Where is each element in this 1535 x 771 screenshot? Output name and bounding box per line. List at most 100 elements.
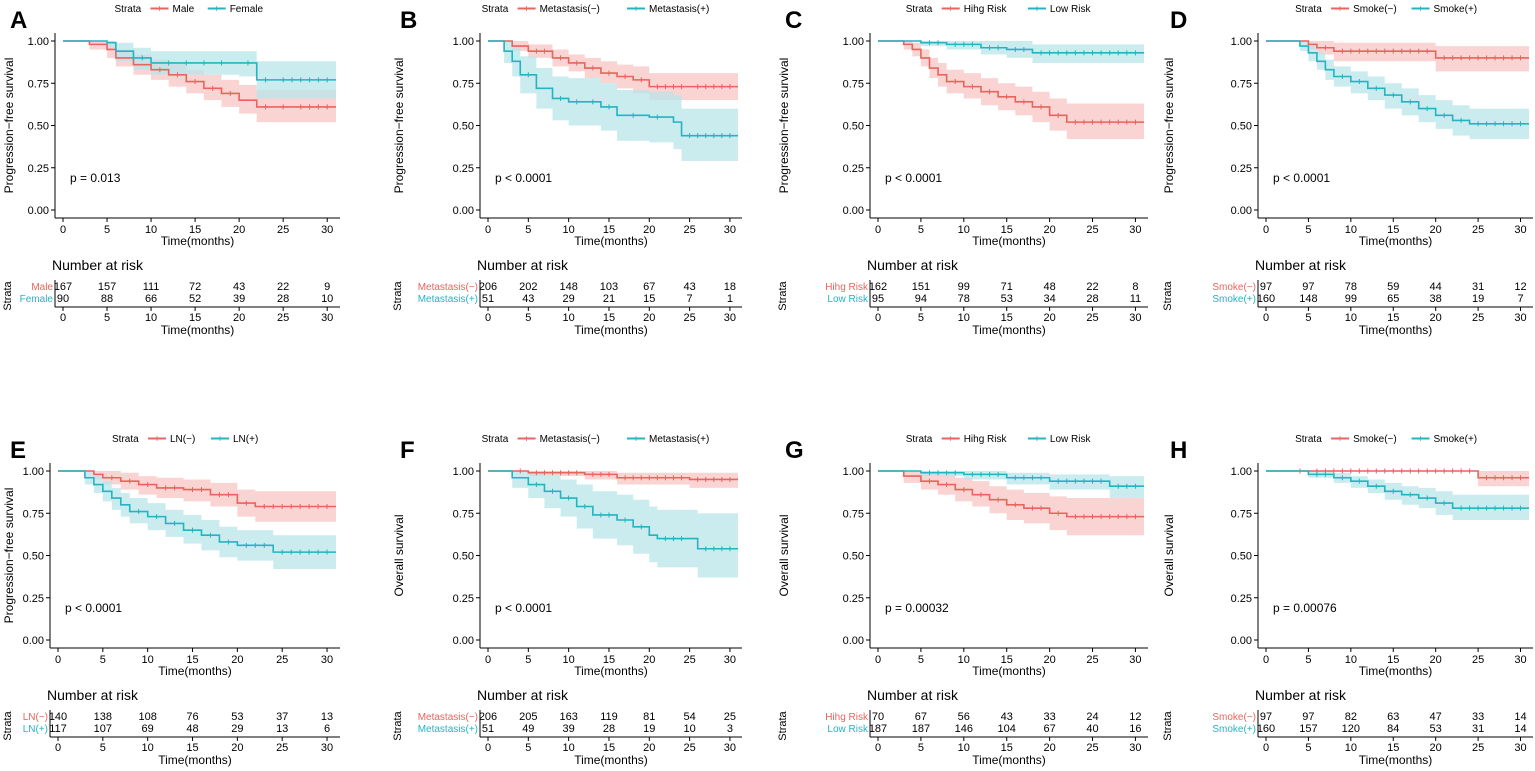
risk-value: 29	[563, 293, 575, 305]
panel-e: E Strata + LN(−) + LN(+) 0.00 0.25 0.50 0.75 1.00 0…	[2, 434, 340, 767]
censor-mark	[1475, 55, 1481, 61]
x-axis-label: Time(months)	[1359, 664, 1433, 678]
censor-mark	[1115, 119, 1121, 125]
censor-mark	[719, 133, 725, 139]
risk-x-tick-label: 0	[1263, 742, 1269, 754]
x-tick-label: 30	[1129, 654, 1141, 666]
legend: Strata + Metastasis(−) + Metastasis(+)	[482, 4, 710, 15]
risk-x-tick-label: 5	[100, 742, 106, 754]
censor-mark	[1484, 121, 1490, 127]
censor-mark	[727, 133, 733, 139]
risk-value: 99	[1345, 293, 1357, 305]
y-tick-label: 0.50	[453, 551, 474, 563]
x-tick-label: 5	[1305, 654, 1311, 666]
risk-table: Number at risk Hihg Risk 70 67 56 43 33 24 12 Low…	[777, 687, 1148, 767]
risk-x-tick-label: 10	[142, 742, 154, 754]
legend: Strata + Male + Female	[115, 4, 264, 15]
x-tick-label: 20	[643, 224, 655, 236]
censor-mark	[558, 95, 564, 101]
censor-mark	[566, 470, 572, 476]
censor-mark	[952, 470, 958, 476]
survival-line-2	[488, 40, 738, 137]
risk-value: 16	[1129, 723, 1141, 735]
x-tick-label: 20	[233, 224, 245, 236]
censor-mark	[670, 536, 676, 542]
risk-value: 72	[189, 281, 201, 293]
censor-mark	[207, 532, 213, 538]
risk-value: 78	[958, 293, 970, 305]
censor-mark	[1038, 50, 1044, 56]
risk-value: 10	[321, 293, 333, 305]
risk-value: 3	[727, 723, 733, 735]
censor-mark	[1484, 505, 1490, 511]
risk-x-tick-label: 30	[1129, 742, 1141, 754]
censor-mark	[679, 536, 685, 542]
x-tick-label: 10	[563, 224, 575, 236]
risk-value: 28	[603, 723, 615, 735]
y-tick-label: 0.50	[28, 121, 49, 133]
x-axis-label: Time(months)	[574, 664, 648, 678]
survival-line-2	[488, 470, 738, 550]
legend-key-plus: +	[217, 434, 223, 445]
y-tick-label: 1.00	[843, 36, 864, 48]
risk-value: 97	[1302, 281, 1314, 293]
risk-value: 10	[683, 723, 695, 735]
risk-value: 13	[276, 723, 288, 735]
censor-mark	[1081, 50, 1087, 56]
y-tick-label: 0.25	[843, 163, 864, 175]
risk-value: 13	[321, 711, 333, 723]
y-tick-label: 0.25	[1231, 163, 1252, 175]
censor-mark	[987, 45, 993, 51]
risk-value: 12	[1129, 711, 1141, 723]
censor-mark	[1518, 121, 1524, 127]
risk-strata-label: Strata	[777, 710, 789, 740]
panel-d: D Strata + Smoke(−) + Smoke(+) 0.00 0.25 0.50 0.7…	[1162, 4, 1533, 337]
x-tick-label: 25	[1086, 224, 1098, 236]
censor-mark	[306, 503, 312, 509]
censor-mark	[670, 475, 676, 481]
censor-mark	[1390, 488, 1396, 494]
legend-label-1: Hihg Risk	[964, 4, 1008, 15]
censor-mark	[654, 475, 660, 481]
risk-value: 167	[54, 281, 72, 293]
censor-mark	[289, 77, 295, 83]
censor-mark	[1373, 85, 1379, 91]
risk-x-tick-label: 15	[186, 742, 198, 754]
censor-mark	[1390, 468, 1396, 474]
legend-title: Strata	[906, 4, 933, 15]
risk-value: 117	[49, 723, 67, 735]
risk-x-tick-label: 0	[60, 312, 66, 324]
risk-value: 81	[643, 711, 655, 723]
risk-value: 78	[1345, 281, 1357, 293]
censor-mark	[1424, 106, 1430, 112]
risk-x-tick-label: 0	[1263, 312, 1269, 324]
risk-x-tick-label: 20	[643, 312, 655, 324]
risk-row-label: Smoke(−)	[1212, 282, 1256, 293]
y-tick-label: 0.75	[843, 508, 864, 520]
legend-label-1: Male	[173, 4, 195, 15]
x-tick-label: 25	[277, 224, 289, 236]
censor-mark	[1365, 468, 1371, 474]
censor-mark	[198, 487, 204, 493]
censor-mark	[1004, 94, 1010, 100]
y-tick-label: 1.00	[28, 36, 49, 48]
censor-mark	[525, 72, 531, 78]
censor-mark	[1501, 475, 1507, 481]
y-tick-label: 0.75	[453, 78, 474, 90]
risk-value: 157	[1299, 723, 1317, 735]
risk-value: 107	[94, 723, 112, 735]
risk-table-title: Number at risk	[1255, 257, 1347, 273]
censor-mark	[711, 84, 717, 90]
censor-mark	[1399, 468, 1405, 474]
censor-mark	[590, 65, 596, 71]
risk-value: 162	[869, 281, 887, 293]
censor-mark	[1055, 510, 1061, 516]
censor-mark	[1348, 468, 1354, 474]
censor-mark	[201, 60, 207, 66]
y-tick-label: 0.75	[453, 508, 474, 520]
legend-key-plus: +	[1418, 434, 1424, 445]
y-axis-label: Overall survival	[1162, 514, 1176, 596]
risk-table: Number at risk Smoke(−) 97 97 78 59 44 31 12 Smok…	[1162, 257, 1533, 337]
risk-x-tick-label: 25	[1472, 742, 1484, 754]
risk-row-label: Metastasis(+)	[418, 724, 478, 735]
